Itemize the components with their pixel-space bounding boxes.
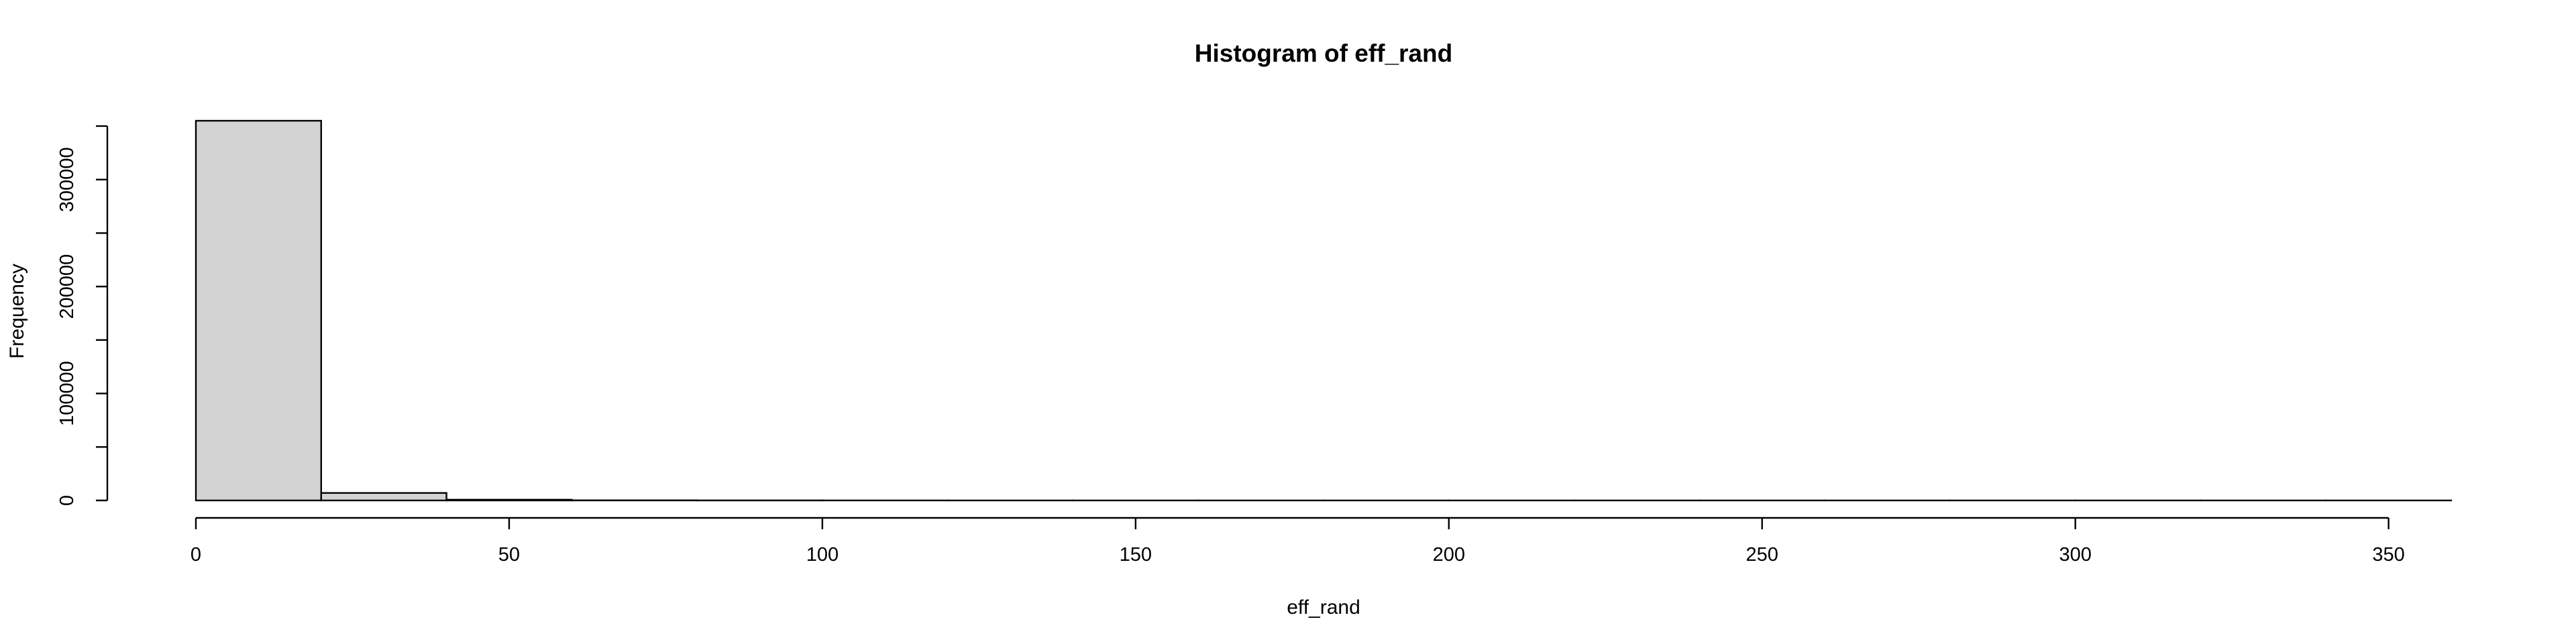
x-tick-label: 200 <box>1433 544 1465 566</box>
y-tick-label: 0 <box>56 495 78 506</box>
y-tick-label: 200000 <box>56 254 78 319</box>
histogram-bar <box>195 119 322 502</box>
x-tick-label: 50 <box>498 544 520 566</box>
y-axis: 0 100000 200000 300000 <box>56 125 109 506</box>
x-tick-label: 100 <box>806 544 839 566</box>
x-tick-label: 150 <box>1120 544 1152 566</box>
x-axis: 0 50 100 150 200 250 300 350 <box>191 517 2405 566</box>
chart-title: Histogram of eff_rand <box>1195 40 1452 67</box>
x-tick-label: 300 <box>2059 544 2091 566</box>
x-tick-label: 250 <box>1746 544 1778 566</box>
bars <box>195 119 2453 502</box>
x-tick-label: 0 <box>191 544 201 566</box>
histogram-bar <box>320 492 447 502</box>
y-tick-label: 300000 <box>56 147 78 212</box>
x-axis-label: eff_rand <box>1287 596 1360 619</box>
y-tick-label: 100000 <box>56 361 78 426</box>
x-tick-label: 350 <box>2372 544 2404 566</box>
y-axis-label: Frequency <box>6 264 28 359</box>
